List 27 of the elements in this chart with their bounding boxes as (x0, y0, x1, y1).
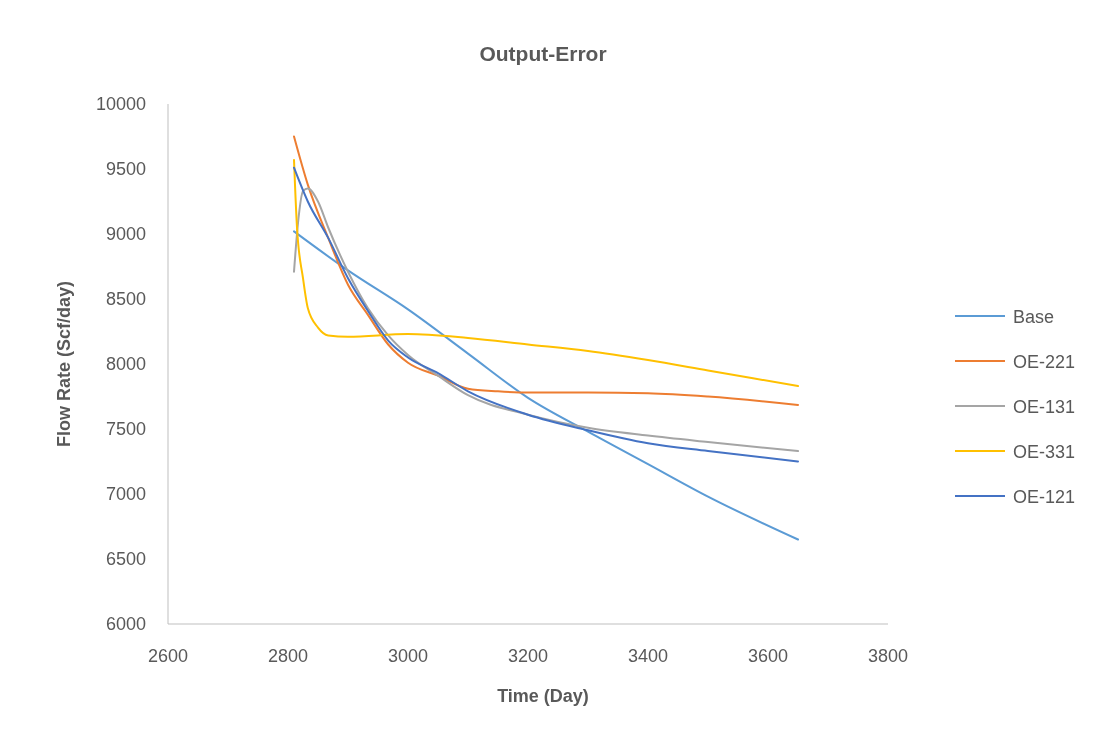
x-tick-label: 2800 (267, 646, 309, 666)
x-axis-title: Time (Day) (497, 686, 589, 706)
x-tick-label: 2600 (147, 646, 189, 666)
legend-label: OE-131 (1013, 397, 1076, 417)
y-tick-label: 9500 (105, 159, 146, 179)
y-tick-label: 7500 (105, 419, 146, 439)
y-tick-label: 8000 (105, 354, 146, 374)
x-tick-label: 3400 (627, 646, 669, 666)
y-tick-label: 8500 (105, 289, 146, 309)
line-series (293, 135, 799, 406)
y-tick-label: 9000 (105, 224, 146, 244)
legend-label: OE-331 (1013, 442, 1076, 462)
legend-label: OE-121 (1013, 487, 1076, 507)
line-series (293, 158, 799, 388)
x-tick-label: 3600 (747, 646, 789, 666)
y-axis-title: Flow Rate (Scf/day) (54, 280, 74, 448)
x-tick-label: 3800 (867, 646, 909, 666)
y-tick-label: 7000 (105, 484, 146, 504)
y-tick-label: 10000 (95, 94, 146, 114)
line-series (293, 230, 799, 541)
legend-label: OE-221 (1013, 352, 1076, 372)
y-tick-label: 6500 (105, 549, 146, 569)
x-tick-label: 3200 (507, 646, 549, 666)
y-tick-label: 6000 (105, 614, 146, 634)
chart-title: Output-Error (479, 42, 607, 65)
x-tick-label: 3000 (387, 646, 429, 666)
legend-label: Base (1013, 307, 1055, 327)
